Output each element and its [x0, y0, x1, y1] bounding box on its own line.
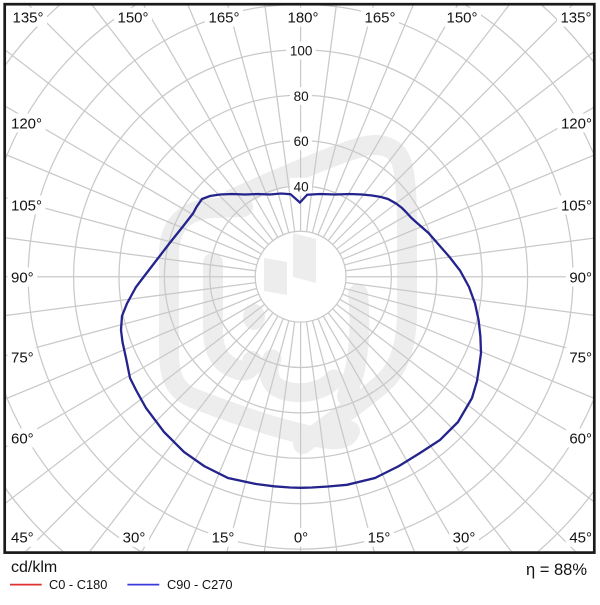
- svg-text:15°: 15°: [212, 530, 235, 547]
- svg-text:C0 - C180: C0 - C180: [49, 577, 107, 592]
- svg-text:η = 88%: η = 88%: [526, 561, 587, 579]
- svg-text:150°: 150°: [446, 10, 477, 27]
- svg-text:30°: 30°: [123, 530, 146, 547]
- svg-text:30°: 30°: [453, 530, 476, 547]
- svg-text:105°: 105°: [11, 197, 42, 214]
- svg-text:15°: 15°: [368, 530, 391, 547]
- svg-text:75°: 75°: [11, 349, 34, 366]
- svg-text:C90 - C270: C90 - C270: [167, 577, 232, 592]
- svg-text:165°: 165°: [364, 10, 395, 27]
- svg-text:90°: 90°: [569, 269, 592, 286]
- svg-text:80: 80: [294, 89, 309, 104]
- svg-text:105°: 105°: [561, 197, 592, 214]
- svg-text:cd/klm: cd/klm: [11, 559, 57, 576]
- svg-text:45°: 45°: [569, 530, 592, 547]
- svg-text:120°: 120°: [561, 115, 592, 132]
- svg-text:165°: 165°: [208, 10, 239, 27]
- svg-text:60°: 60°: [11, 430, 34, 447]
- svg-text:40: 40: [294, 180, 309, 195]
- svg-text:100: 100: [290, 43, 313, 58]
- svg-text:150°: 150°: [117, 10, 148, 27]
- svg-text:180°: 180°: [287, 10, 318, 27]
- svg-text:135°: 135°: [560, 10, 591, 27]
- svg-text:90°: 90°: [11, 269, 34, 286]
- svg-text:120°: 120°: [11, 115, 42, 132]
- svg-text:45°: 45°: [11, 530, 34, 547]
- svg-text:60°: 60°: [569, 430, 592, 447]
- svg-text:75°: 75°: [569, 349, 592, 366]
- svg-text:0°: 0°: [294, 530, 308, 547]
- svg-text:60: 60: [294, 134, 309, 149]
- svg-text:135°: 135°: [13, 10, 44, 27]
